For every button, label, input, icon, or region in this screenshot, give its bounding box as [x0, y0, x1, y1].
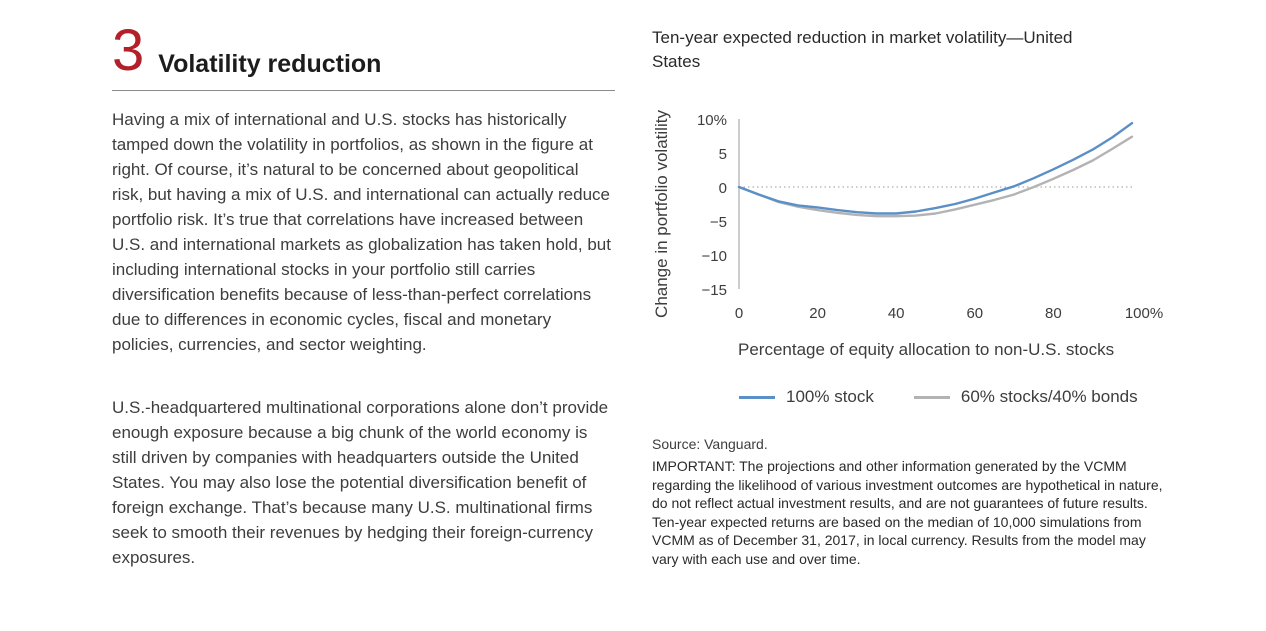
volatility-chart: 10% 5 0 −5 −10 −15 0 20 40 60 80 100% Change in po… [652, 110, 1163, 359]
y-tick-label: −10 [702, 248, 727, 265]
x-tick-label: 100% [1125, 305, 1163, 322]
chart-panel: Ten-year expected reduction in market vo… [652, 0, 1212, 631]
y-tick-label: 5 [719, 146, 727, 163]
series-line-1 [737, 121, 1134, 215]
y-tick-label: 0 [719, 180, 727, 197]
section-title: Volatility reduction [158, 50, 382, 78]
section-heading: 3 Volatility reduction [112, 22, 615, 80]
legend-swatch-blue [739, 395, 775, 399]
series-line-2 [737, 135, 1134, 218]
legend-label-60-40: 60% stocks/40% bonds [960, 387, 1138, 406]
legend-swatch-gray [913, 395, 950, 399]
chart-title: Ten-year expected reduction in market vo… [652, 28, 1073, 71]
body-paragraph-2: U.S.-headquartered multinational corpora… [112, 398, 609, 567]
body-paragraph-1: Having a mix of international and U.S. s… [112, 110, 611, 354]
y-axis-label: Change in portfolio volatility [652, 110, 671, 318]
legend-item-60-40: 60% stocks/40% bonds [913, 387, 1138, 407]
x-tick-label: 0 [735, 305, 743, 322]
chart-legend: 100% stock 60% stocks/40% bonds [739, 387, 1178, 407]
legend-item-100-stock: 100% stock [739, 387, 874, 407]
y-tick-label: −5 [710, 214, 727, 231]
x-tick-label: 20 [809, 305, 826, 322]
section-number: 3 [112, 18, 145, 83]
y-tick-label: −15 [702, 282, 727, 299]
x-axis-label: Percentage of equity allocation to non-U… [738, 340, 1114, 359]
x-tick-label: 80 [1045, 305, 1062, 322]
y-tick-label: 10% [697, 112, 727, 129]
source-note: Source: Vanguard. [652, 436, 768, 452]
article-column: 3 Volatility reduction Having a mix of i… [112, 22, 615, 567]
legend-label-100-stock: 100% stock [786, 387, 874, 406]
heading-divider [112, 90, 615, 91]
important-disclaimer: IMPORTANT: The projections and other inf… [652, 458, 1163, 567]
x-tick-label: 60 [966, 305, 983, 322]
x-tick-label: 40 [888, 305, 905, 322]
